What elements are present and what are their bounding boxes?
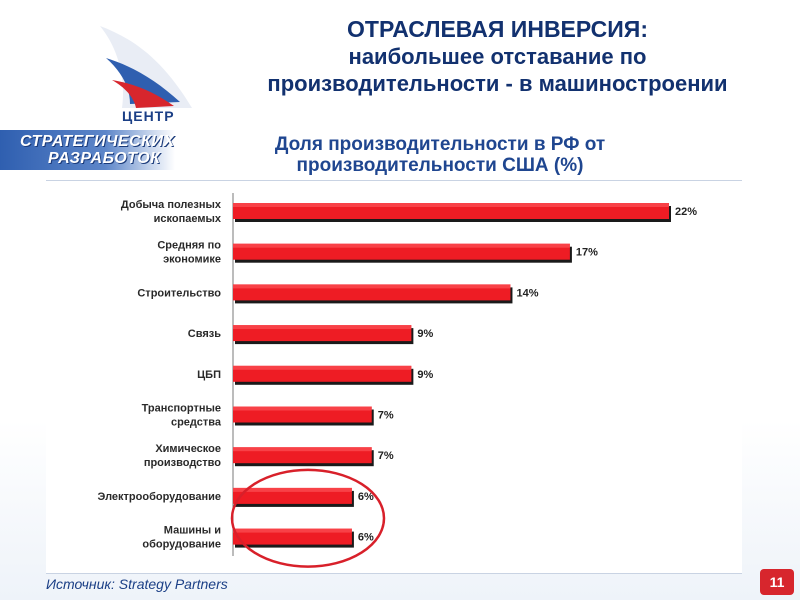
bar-sheen: [233, 203, 669, 207]
slide-title: ОТРАСЛЕВАЯ ИНВЕРСИЯ: наибольшее отставан…: [205, 16, 790, 97]
logo: ЦЕНТР СТРАТЕГИЧЕСКИХ РАЗРАБОТОК: [0, 0, 200, 175]
bar-sheen: [233, 243, 570, 248]
category-label: Средняя по экономике: [157, 240, 221, 266]
logo-band: [0, 130, 175, 170]
bar-chart: 22% Добыча полезных ископаемых 17% Средняя п…: [98, 193, 697, 568]
category-label: Связь: [188, 328, 221, 340]
category-label: Строительство: [137, 287, 221, 299]
category-label: Транспортные средства: [142, 403, 222, 429]
logo-line-2: РАЗРАБОТОК: [48, 150, 161, 167]
title-line-1: ОТРАСЛЕВАЯ ИНВЕРСИЯ:: [347, 16, 648, 42]
category-label: Электрооборудование: [98, 491, 221, 503]
data-label: 22%: [675, 206, 697, 218]
logo-center-word: ЦЕНТР: [122, 108, 175, 124]
bar-sheen: [233, 487, 352, 492]
chart-panel: 22% Добыча полезных ископаемых 17% Средняя п…: [46, 180, 742, 574]
source-note: Источник: Strategy Partners: [46, 576, 228, 592]
data-label: 7%: [378, 410, 394, 422]
data-label: 14%: [516, 287, 538, 299]
category-label: Химическое производство: [144, 443, 221, 469]
bar-sheen: [233, 406, 372, 411]
logo-line-1: СТРАТЕГИЧЕСКИХ: [20, 133, 175, 150]
category-label: Машины и оборудование: [142, 525, 221, 551]
data-label: 9%: [417, 328, 433, 340]
page-number: 11: [760, 569, 794, 595]
bar-sheen: [233, 365, 412, 370]
title-line-3: производительности - в машиностроении: [267, 71, 728, 96]
data-label: 6%: [358, 532, 374, 544]
bar-sheen: [233, 447, 372, 452]
sail-logo-icon: [100, 26, 192, 108]
data-label: 9%: [417, 369, 433, 381]
bar-sheen: [233, 325, 412, 330]
title-line-2: наибольшее отставание по: [348, 44, 647, 69]
bar-sheen: [233, 528, 352, 533]
highlight-ellipse: [230, 468, 386, 568]
category-label: Добыча полезных ископаемых: [121, 199, 222, 225]
data-label: 6%: [358, 491, 374, 503]
category-label: ЦБП: [197, 369, 221, 381]
chart-title: Доля производительности в РФ от производ…: [274, 134, 606, 176]
bar-sheen: [233, 284, 511, 289]
data-label: 17%: [576, 247, 598, 259]
data-label: 7%: [378, 450, 394, 462]
